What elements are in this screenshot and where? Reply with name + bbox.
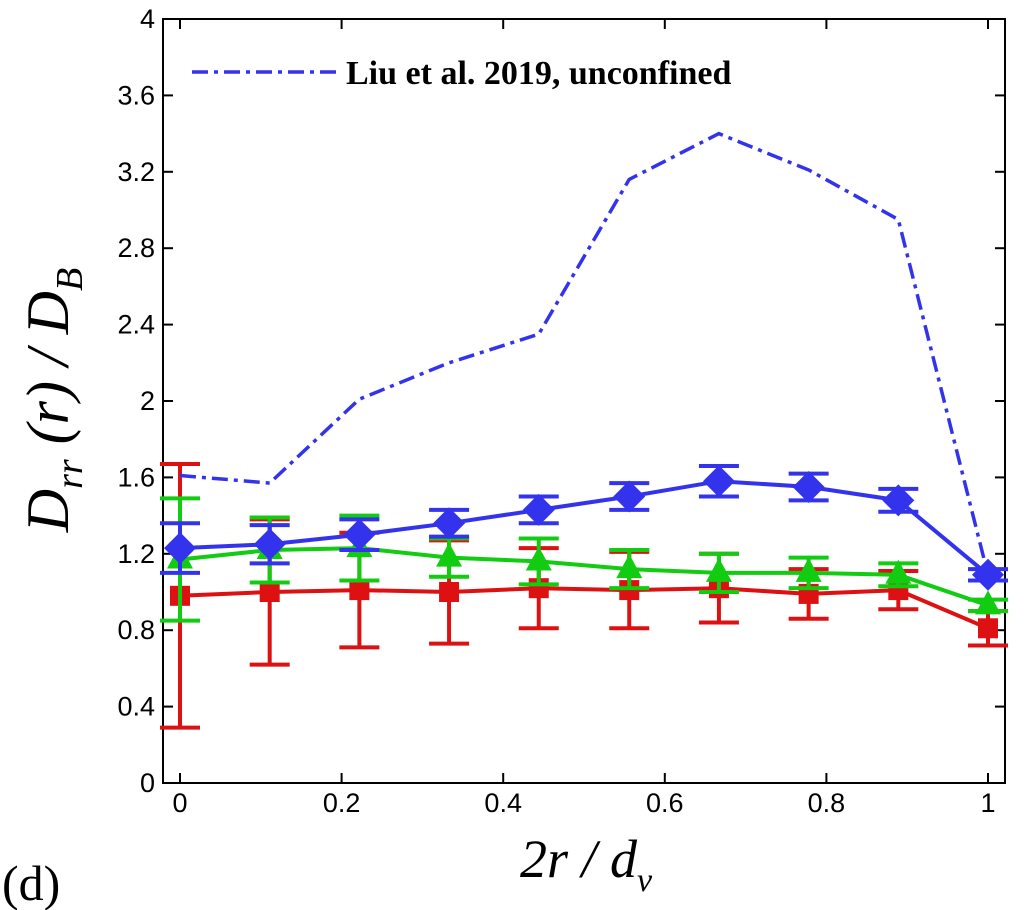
data-point	[436, 542, 463, 567]
data-point	[439, 582, 460, 602]
data-point	[978, 618, 998, 639]
data-point	[792, 470, 825, 503]
data-point	[975, 590, 1001, 615]
data-point	[616, 554, 643, 579]
plot-border	[162, 18, 1006, 784]
x-tick-label: 0.4	[484, 788, 522, 818]
y-tick-label: 2	[140, 386, 155, 416]
data-point	[253, 528, 286, 561]
y-tick-label: 3.2	[117, 157, 155, 187]
data-point	[705, 557, 732, 582]
y-label-rr: rr	[49, 459, 91, 489]
data-point	[972, 558, 1004, 591]
series-line	[179, 586, 989, 631]
y-label-d: D	[15, 489, 81, 533]
y-tick-label: 1.2	[117, 539, 155, 569]
x-tick-label: 0.2	[323, 788, 361, 818]
y-tick-label: 2.8	[117, 233, 155, 263]
data-point	[885, 559, 912, 584]
series-layer	[160, 131, 1008, 730]
y-label-middle: (r) /	[15, 334, 81, 459]
series-line	[179, 546, 989, 608]
series-line	[179, 131, 990, 576]
data-point	[433, 507, 466, 540]
series-line	[179, 479, 990, 577]
x-label-sub: v	[637, 862, 653, 899]
legend: Liu et al. 2019, unconfined	[192, 55, 731, 92]
data-point	[522, 493, 555, 526]
plot-area	[162, 18, 1006, 784]
data-point	[702, 465, 735, 498]
y-tick-label: 1.6	[117, 462, 155, 492]
y-axis: 0 0.4 0.8 1.2 1.6 2 2.4 2.8 3.2 3.6 4	[117, 4, 1005, 798]
data-point	[164, 532, 196, 565]
y-label-d2: D	[15, 291, 81, 335]
data-point	[795, 557, 822, 582]
x-tick-label: 1	[980, 788, 995, 818]
x-label-main: 2r / d	[520, 829, 638, 889]
y-tick-label: 2.4	[117, 310, 155, 340]
series-blue-diamonds	[160, 463, 1008, 591]
x-tick-label: 0	[172, 788, 187, 818]
y-label-b: B	[49, 268, 91, 291]
x-axis: 0 0.2 0.4 0.6 0.8 1	[172, 19, 996, 818]
x-axis-label: 2r / dv	[520, 829, 653, 899]
x-tick-label: 0.6	[646, 788, 684, 818]
y-tick-label: 3.6	[117, 80, 155, 110]
data-point	[343, 518, 376, 551]
data-point	[525, 546, 552, 571]
y-axis-label: Drr (r) / DB	[15, 268, 91, 533]
y-tick-label: 4	[140, 4, 155, 34]
series-green-triangles	[160, 496, 1008, 623]
data-point	[613, 480, 646, 513]
series-liu-et-al-2019-unconfined	[179, 131, 990, 576]
y-tick-label: 0.8	[117, 615, 155, 645]
data-point	[259, 582, 280, 602]
data-point	[882, 484, 915, 517]
legend-label: Liu et al. 2019, unconfined	[346, 55, 731, 92]
data-point	[349, 580, 370, 601]
y-tick-label: 0	[140, 768, 155, 798]
y-tick-label: 0.4	[117, 692, 155, 722]
panel-label: (d)	[2, 855, 60, 910]
x-tick-label: 0.8	[808, 788, 846, 818]
